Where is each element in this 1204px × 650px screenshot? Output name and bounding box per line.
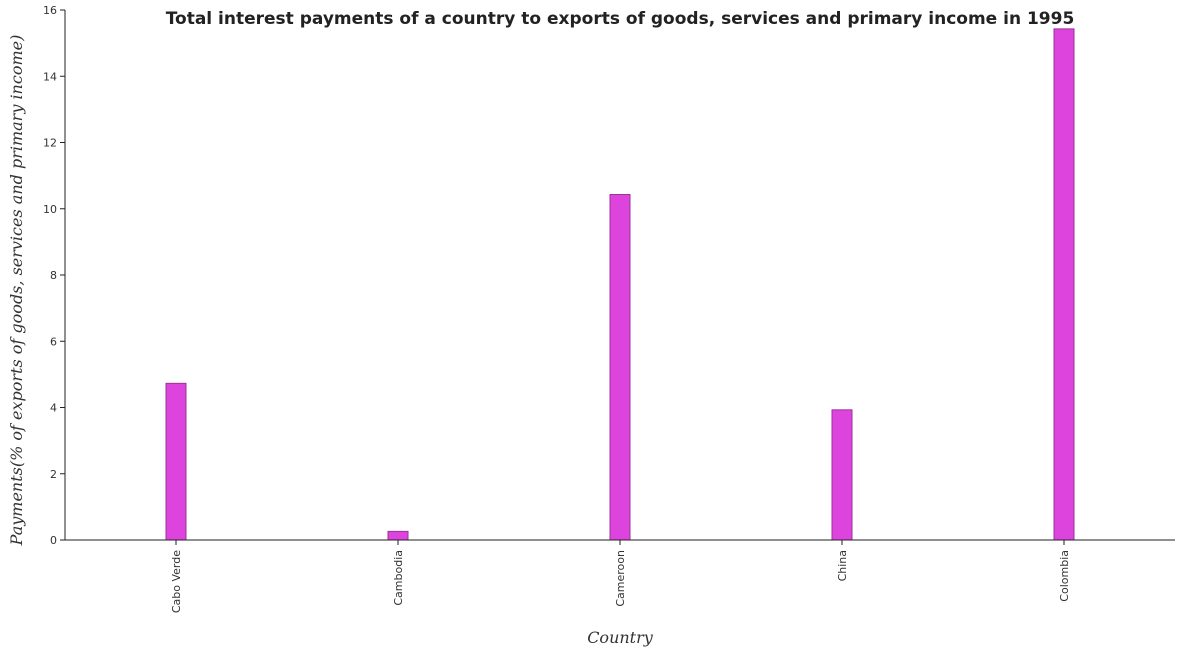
- x-axis-label: Country: [587, 628, 654, 647]
- y-tick-label: 6: [50, 335, 57, 348]
- bar: [387, 530, 409, 541]
- y-tick-label: 10: [43, 203, 57, 216]
- y-tick-label: 14: [43, 70, 57, 83]
- y-tick-label: 4: [50, 402, 57, 415]
- bar: [1053, 28, 1075, 541]
- y-tick-label: 16: [43, 4, 57, 17]
- chart-title: Total interest payments of a country to …: [166, 9, 1075, 29]
- bars-group: [165, 28, 1075, 541]
- y-axis: 0 2 4 6 8 10 12 14 16: [43, 4, 66, 547]
- bar: [165, 382, 187, 541]
- x-tick-label: Cabo Verde: [170, 550, 183, 613]
- y-tick-label: 12: [43, 137, 57, 150]
- y-tick-label: 8: [50, 269, 57, 282]
- x-tick-label: China: [836, 550, 849, 581]
- bar: [831, 409, 853, 541]
- y-tick-label: 2: [50, 468, 57, 481]
- y-tick-label: 0: [50, 534, 57, 547]
- x-tick-label: Cambodia: [392, 550, 405, 606]
- bar: [609, 194, 631, 541]
- x-tick-label: Cameroon: [614, 550, 627, 607]
- y-axis-label: Payments(% of exports of goods, services…: [7, 35, 26, 547]
- x-tick-label: Colombia: [1058, 550, 1071, 602]
- x-axis: Cabo Verde Cambodia Cameroon China Colombia: [65, 539, 1175, 613]
